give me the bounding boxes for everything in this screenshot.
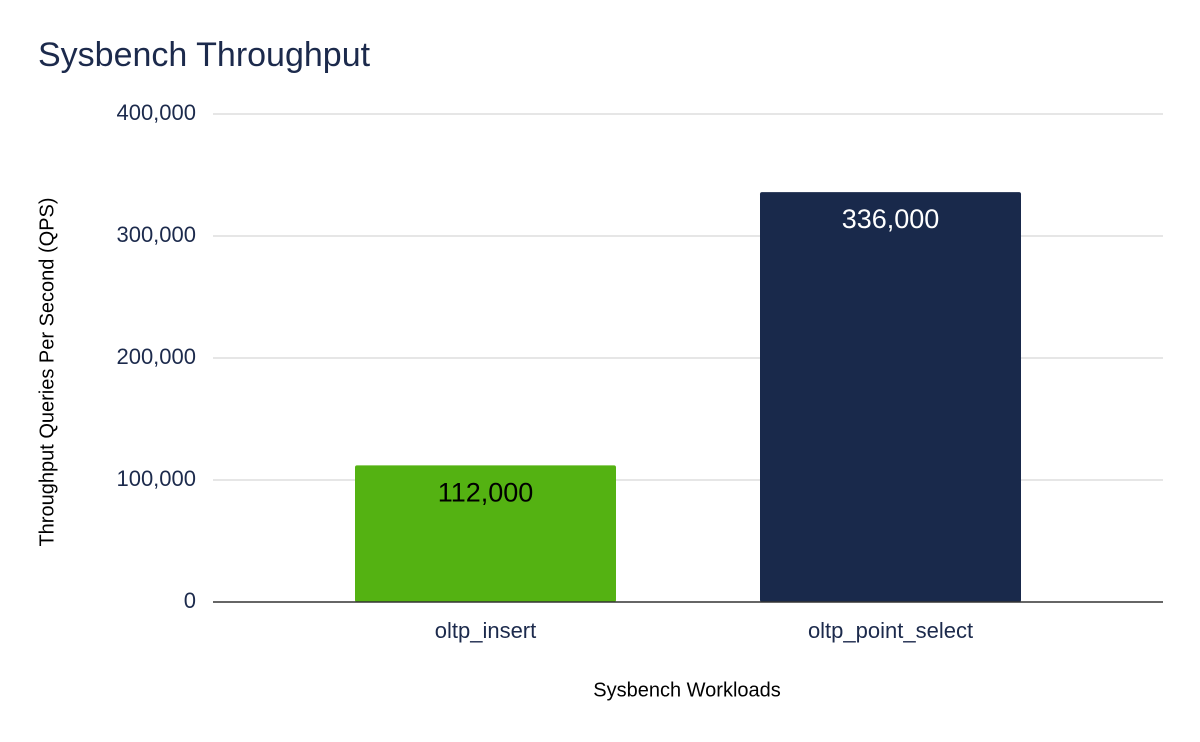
bar [760, 192, 1021, 602]
y-tick-label: 100,000 [116, 466, 196, 491]
y-tick-label: 0 [184, 588, 196, 613]
y-tick-label: 300,000 [116, 222, 196, 247]
y-axis-label: Throughput Queries Per Second (QPS) [36, 197, 58, 546]
bar [355, 465, 616, 602]
y-tick-label: 200,000 [116, 344, 196, 369]
x-tick-label: oltp_point_select [808, 618, 973, 643]
value-label: 336,000 [842, 204, 940, 234]
x-axis-label: Sysbench Workloads [593, 679, 781, 701]
chart-title: Sysbench Throughput [38, 36, 371, 74]
value-label: 112,000 [438, 477, 534, 507]
y-tick-label: 400,000 [116, 100, 196, 125]
x-tick-label: oltp_insert [435, 618, 537, 643]
